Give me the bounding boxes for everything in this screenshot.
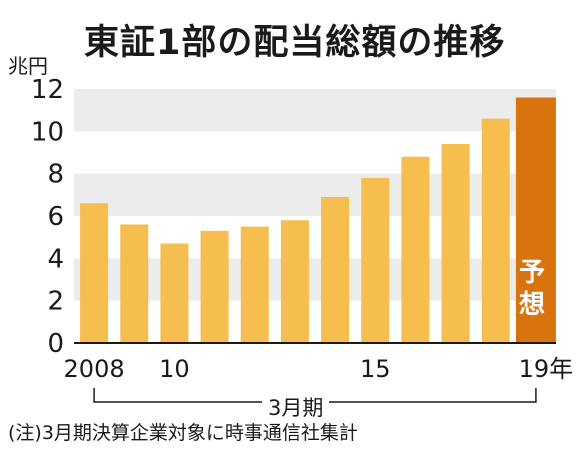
y-tick-label: 0 [47,329,64,359]
bar [481,118,510,343]
y-tick-label: 6 [47,202,64,232]
bar [321,196,350,343]
x-tick-label: 2008 [64,355,125,383]
grid-band [74,173,556,216]
forecast-label-char-1: 予 [518,258,545,288]
y-tick-label: 2 [47,287,64,317]
bar [361,177,390,343]
bar [120,224,149,343]
y-unit-label: 兆円 [8,54,48,78]
grid-band [74,89,556,132]
bar [280,220,309,343]
bar [80,203,109,343]
x-tick-label: 19年 [519,355,574,383]
chart-title: 東証1部の配当総額の推移 [84,23,506,63]
y-tick-label: 4 [47,244,64,274]
bar [160,243,189,343]
bar [200,230,229,343]
bar-forecast [515,97,556,343]
x-tick-label: 10 [159,355,190,383]
x-tick-label: 15 [360,355,391,383]
y-tick-label: 8 [47,160,64,190]
grid-band [74,258,556,301]
bar [240,226,269,343]
y-tick-label: 12 [31,75,64,105]
bar [441,144,470,343]
footnote: (注)3月期決算企業対象に時事通信社集計 [8,422,358,444]
bar [401,156,430,343]
x-axis-title: 3月期 [262,392,330,422]
forecast-label-char-2: 想 [518,290,545,320]
y-tick-label: 10 [31,117,64,147]
